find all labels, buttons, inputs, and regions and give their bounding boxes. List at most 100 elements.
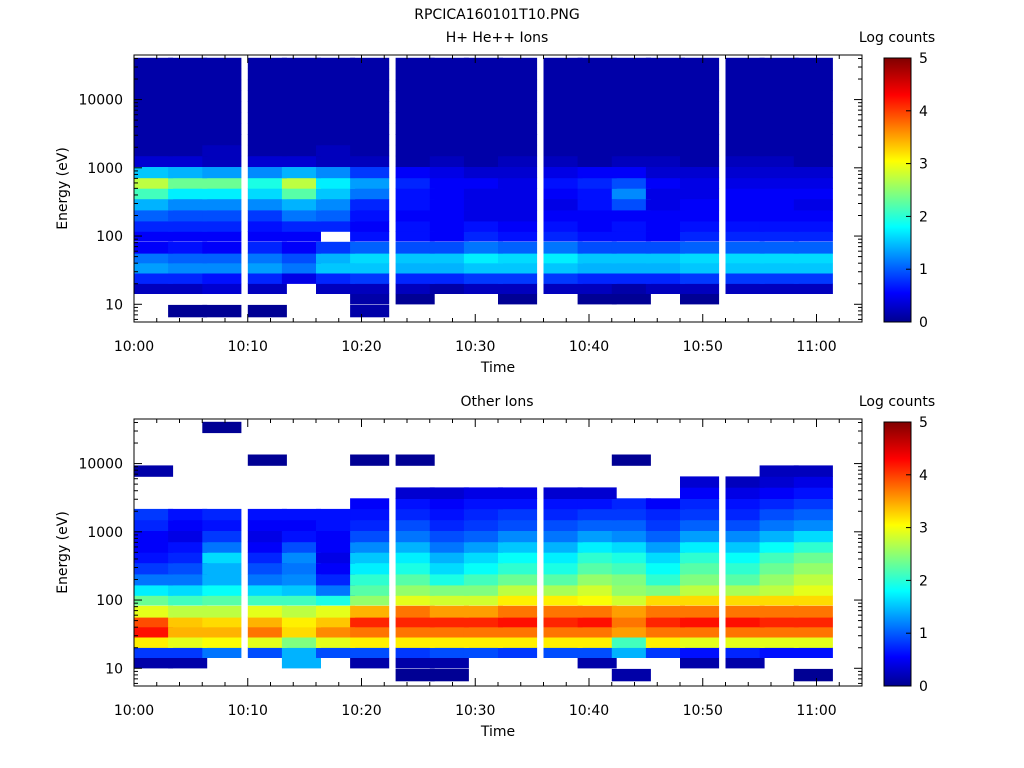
heatmap-cell xyxy=(134,262,174,274)
heatmap-cell xyxy=(498,487,538,499)
heatmap-cell xyxy=(577,220,617,232)
heatmap-cell xyxy=(247,262,287,274)
heatmap-cell xyxy=(134,241,174,254)
heatmap-cell xyxy=(395,90,435,102)
x-tick-label: 11:00 xyxy=(796,703,836,719)
heatmap-cell xyxy=(247,210,287,222)
x-tick-label: 10:40 xyxy=(569,703,609,719)
heatmap-cell xyxy=(350,541,390,553)
heatmap-cell xyxy=(350,498,390,510)
heatmap-cell xyxy=(429,563,469,575)
heatmap-cell xyxy=(680,155,720,167)
heatmap-cell xyxy=(725,605,765,618)
heatmap-cell xyxy=(759,530,799,543)
heatmap-cell xyxy=(793,283,833,294)
heatmap-cell xyxy=(680,530,720,543)
colorbar: 0 1 2 3 4 5 Log counts xyxy=(859,394,935,695)
heatmap-cell xyxy=(463,252,503,264)
heatmap-cell xyxy=(168,112,208,124)
heatmap-cell xyxy=(498,283,538,294)
heatmap-cell xyxy=(202,101,242,113)
heatmap-cell xyxy=(543,605,583,618)
heatmap-cell xyxy=(543,199,583,211)
heatmap-cell xyxy=(463,155,503,167)
heatmap-cell xyxy=(247,552,287,564)
heatmap-cell xyxy=(134,188,174,200)
heatmap-cell xyxy=(577,90,617,102)
colorbar-label: Log counts xyxy=(859,30,935,46)
heatmap-cell xyxy=(498,616,538,628)
heatmap-cell xyxy=(793,199,833,211)
heatmap-cell xyxy=(793,101,833,113)
heatmap-cell xyxy=(202,530,242,543)
heatmap-cell xyxy=(759,595,799,606)
heatmap-cell xyxy=(350,123,390,135)
heatmap-cell xyxy=(247,231,287,242)
heatmap-cell xyxy=(463,144,503,157)
heatmap-cell xyxy=(680,134,720,146)
heatmap-cell xyxy=(577,487,617,499)
heatmap-cell xyxy=(611,231,651,242)
heatmap-cell xyxy=(759,476,799,488)
heatmap-cell xyxy=(463,177,503,189)
heatmap-cell xyxy=(543,508,583,521)
heatmap-cell xyxy=(202,595,242,606)
heatmap-cell xyxy=(350,199,390,211)
colorbar-tick-label: 5 xyxy=(919,415,928,431)
heatmap-cell xyxy=(247,283,287,294)
heatmap-cell xyxy=(429,273,469,284)
heatmap-cell xyxy=(350,519,390,531)
heatmap-cell xyxy=(793,144,833,157)
heatmap-cell xyxy=(725,134,765,146)
heatmap-cell xyxy=(793,626,833,638)
heatmap-cell xyxy=(725,262,765,274)
heatmap-cell xyxy=(577,166,617,179)
heatmap-cell xyxy=(281,177,321,189)
heatmap-cell xyxy=(759,188,799,200)
heatmap-cell xyxy=(759,584,799,596)
colorbar-tick-label: 0 xyxy=(919,315,928,331)
heatmap-cell xyxy=(247,177,287,189)
heatmap-cell xyxy=(543,252,583,264)
heatmap-cell xyxy=(498,293,538,305)
heatmap-cell xyxy=(316,166,356,179)
heatmap-cell xyxy=(281,231,321,242)
heatmap-cell xyxy=(543,563,583,575)
heatmap-cell xyxy=(498,68,538,81)
heatmap-cell xyxy=(463,199,503,211)
heatmap-cell xyxy=(463,231,503,242)
heatmap-cell xyxy=(611,616,651,628)
heatmap-cell xyxy=(463,530,503,543)
heatmap-cell xyxy=(350,134,390,146)
heatmap-cell xyxy=(498,123,538,135)
heatmap-cell xyxy=(429,177,469,189)
heatmap-cell xyxy=(281,626,321,638)
heatmap-cell xyxy=(247,252,287,264)
heatmap-cell xyxy=(725,210,765,222)
heatmap-cell xyxy=(577,210,617,222)
heatmap-cell xyxy=(429,241,469,254)
heatmap-cell xyxy=(759,283,799,294)
heatmap-cell xyxy=(793,273,833,284)
heatmap-cell xyxy=(429,647,469,658)
heatmap-cell xyxy=(247,637,287,648)
heatmap-cell xyxy=(463,68,503,81)
heatmap-cell xyxy=(793,498,833,510)
heatmap-cell xyxy=(429,90,469,102)
heatmap-cell xyxy=(429,595,469,606)
heatmap-cell xyxy=(350,166,390,179)
colorbar-tick-label: 1 xyxy=(919,262,928,278)
heatmap-cell xyxy=(316,552,356,564)
heatmap-cell xyxy=(498,563,538,575)
heatmap-cell xyxy=(645,112,685,124)
heatmap-cell xyxy=(680,508,720,521)
heatmap-cell xyxy=(577,657,617,669)
heatmap-cell xyxy=(168,541,208,553)
heatmap-cell xyxy=(316,101,356,113)
heatmap-cell xyxy=(759,637,799,648)
heatmap-cell xyxy=(793,637,833,648)
heatmap-cell xyxy=(202,79,242,91)
heatmap-cell xyxy=(725,241,765,254)
heatmap-cell xyxy=(680,605,720,618)
heatmap-cell xyxy=(645,283,685,294)
